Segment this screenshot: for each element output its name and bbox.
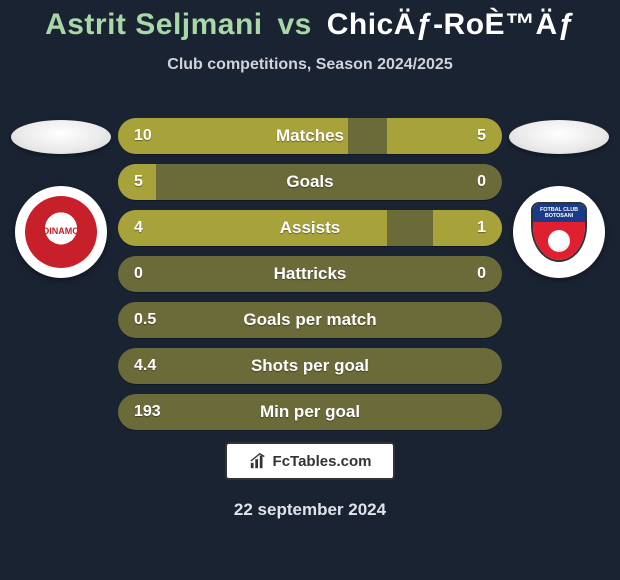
botosani-crest-label: FOTBAL CLUB BOTOSANI [533, 204, 585, 222]
vs-label: vs [277, 8, 311, 41]
stat-row: 193Min per goal [118, 394, 502, 430]
stat-row: 00Hattricks [118, 256, 502, 292]
stat-label: Min per goal [118, 402, 502, 422]
date-label: 22 september 2024 [0, 500, 620, 520]
stat-row: 105Matches [118, 118, 502, 154]
stat-label: Goals per match [118, 310, 502, 330]
header: Astrit Seljmani vs ChicÄƒ-RoÈ™Äƒ Club co… [0, 0, 620, 74]
player-b-name: ChicÄƒ-RoÈ™Äƒ [327, 8, 575, 41]
right-column: FOTBAL CLUB BOTOSANI [504, 120, 614, 278]
player-b-photo-placeholder [509, 120, 609, 154]
player-a-name: Astrit Seljmani [45, 8, 263, 41]
botosani-crest-icon: FOTBAL CLUB BOTOSANI [523, 196, 595, 268]
player-a-photo-placeholder [11, 120, 111, 154]
subtitle: Club competitions, Season 2024/2025 [0, 56, 620, 74]
chart-icon [249, 452, 267, 470]
dinamo-crest-label: DINAMO [43, 227, 80, 237]
stats-container: 105Matches 50Goals 41Assists 00Hattricks 0.5… [118, 118, 502, 430]
stat-label: Matches [118, 126, 502, 146]
dinamo-crest-icon: DINAMO [25, 196, 97, 268]
stat-label: Assists [118, 218, 502, 238]
stat-label: Goals [118, 172, 502, 192]
comparison-title: Astrit Seljmani vs ChicÄƒ-RoÈ™Äƒ [0, 8, 620, 42]
stat-label: Hattricks [118, 264, 502, 284]
club-badge-left: DINAMO [15, 186, 107, 278]
stat-row: 0.5Goals per match [118, 302, 502, 338]
stat-row: 50Goals [118, 164, 502, 200]
stat-label: Shots per goal [118, 356, 502, 376]
club-badge-right: FOTBAL CLUB BOTOSANI [513, 186, 605, 278]
stat-row: 4.4Shots per goal [118, 348, 502, 384]
stat-row: 41Assists [118, 210, 502, 246]
branding-text: FcTables.com [273, 453, 372, 470]
left-column: DINAMO [6, 120, 116, 278]
branding-box: FcTables.com [225, 442, 395, 480]
